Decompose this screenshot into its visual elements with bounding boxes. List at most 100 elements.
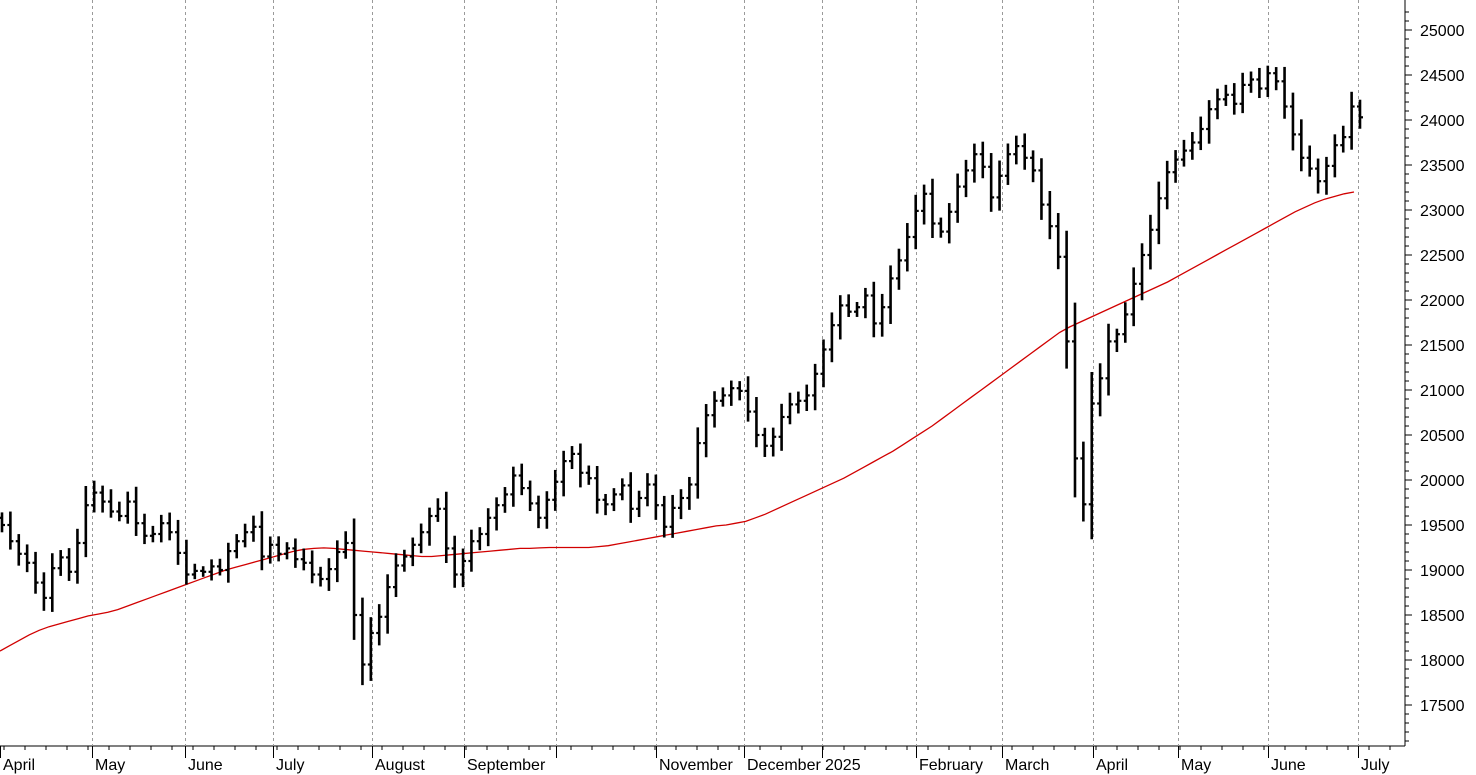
price-bar [627, 472, 634, 523]
x-month-label: June [1271, 757, 1306, 774]
price-bar [661, 495, 668, 538]
price-bar [937, 217, 944, 238]
price-bar [49, 553, 56, 612]
price-bar [887, 265, 894, 324]
y-tick-label: 25000 [1420, 23, 1465, 40]
price-bar [778, 403, 785, 451]
price-bar [342, 531, 349, 559]
price-bar [1055, 213, 1062, 270]
price-bar [1088, 371, 1095, 540]
y-tick-label: 23500 [1420, 158, 1465, 175]
price-bar [946, 203, 953, 244]
x-month-label: May [1181, 757, 1211, 774]
price-bar [812, 363, 819, 411]
price-bar [1281, 66, 1288, 119]
price-bar [828, 312, 835, 363]
x-month-label: February [919, 757, 983, 774]
price-bars [0, 65, 1363, 686]
price-bar [1348, 91, 1355, 150]
price-bar [141, 513, 148, 545]
price-bar [158, 514, 165, 543]
price-bar [0, 512, 5, 533]
price-bar [325, 558, 332, 591]
price-bar [401, 549, 408, 572]
price-bar [988, 153, 995, 212]
price-bar [1340, 125, 1347, 153]
price-bar [510, 466, 517, 507]
price-bar [418, 523, 425, 554]
price-bar [1264, 65, 1271, 98]
price-bar [560, 450, 567, 497]
price-bar [91, 480, 98, 513]
price-bar [1046, 190, 1053, 240]
price-bar [376, 604, 383, 646]
price-bar [527, 480, 534, 512]
price-bar [485, 508, 492, 547]
price-bar [736, 381, 743, 401]
price-bar [954, 173, 961, 223]
price-bar [1214, 88, 1221, 120]
x-month-label: May [95, 757, 125, 774]
price-bar [1189, 132, 1196, 160]
price-bar [242, 523, 249, 548]
y-tick-label: 24000 [1420, 113, 1465, 130]
price-bar [904, 223, 911, 272]
price-bar [610, 488, 617, 512]
x-month-label: April [1096, 757, 1128, 774]
price-bar [1222, 84, 1229, 106]
price-bar [275, 536, 282, 562]
price-bar [200, 566, 207, 577]
y-tick-label: 23000 [1420, 203, 1465, 220]
price-bar [15, 534, 22, 566]
x-month-label: March [1005, 757, 1049, 774]
price-bar [711, 391, 718, 428]
price-bar [1256, 67, 1263, 99]
price-bar [1164, 160, 1171, 210]
price-bar [1331, 134, 1338, 178]
price-bar [267, 536, 274, 564]
price-bar [728, 380, 735, 406]
price-bar [879, 293, 886, 337]
price-bar [694, 427, 701, 499]
price-bar [895, 248, 902, 290]
price-bar [1004, 143, 1011, 185]
price-bar [66, 548, 73, 581]
x-month-label: 2025 [825, 757, 861, 774]
price-bar [979, 141, 986, 179]
x-month-label: April [3, 757, 35, 774]
price-bar [686, 476, 693, 510]
price-bar [921, 184, 928, 225]
y-tick-label: 19000 [1420, 563, 1465, 580]
price-bar [434, 498, 441, 522]
price-bar [820, 339, 827, 388]
price-bar [652, 474, 659, 520]
price-bar [1239, 72, 1246, 114]
price-bar [761, 427, 768, 457]
price-bar [250, 515, 257, 542]
price-bar [317, 566, 324, 587]
price-bar [7, 511, 14, 550]
price-bar [175, 519, 182, 565]
price-bar [191, 563, 198, 580]
x-axis: April May June July August September November D… [0, 746, 1391, 774]
price-bar [426, 507, 433, 546]
price-bar [745, 376, 752, 422]
price-bar [602, 493, 609, 516]
price-bar [216, 558, 223, 576]
price-bar [963, 159, 970, 198]
y-tick-label: 21500 [1420, 338, 1465, 355]
price-bar [1206, 100, 1213, 144]
price-bar [837, 295, 844, 340]
price-bar [535, 495, 542, 529]
price-bar [854, 301, 861, 317]
price-bar [803, 384, 810, 412]
price-bar [1172, 150, 1179, 183]
price-bar [284, 542, 291, 560]
price-bar [1323, 156, 1330, 195]
price-bar [40, 572, 47, 611]
price-bar [149, 525, 156, 543]
price-bar [1180, 139, 1187, 167]
price-bar [166, 512, 173, 541]
price-bar [770, 427, 777, 457]
